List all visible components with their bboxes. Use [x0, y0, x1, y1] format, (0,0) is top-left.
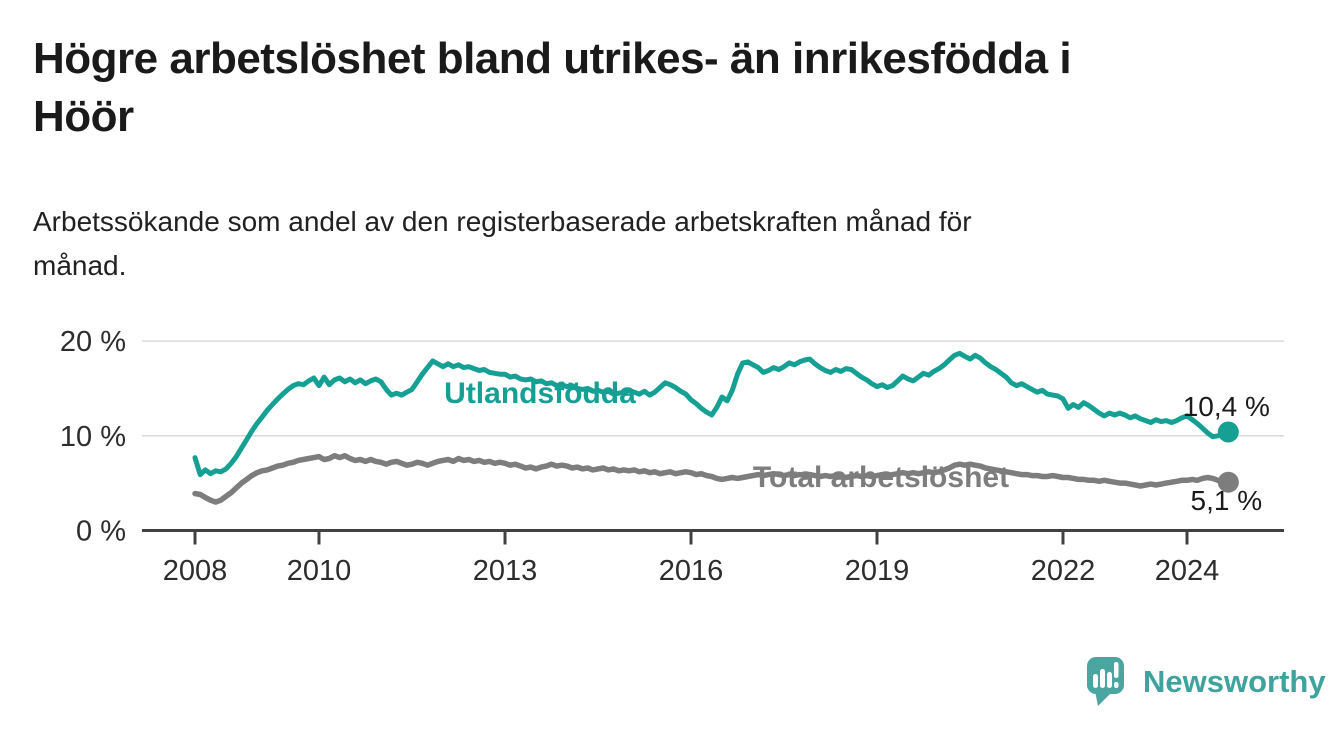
end-value-label-utlandsfodda: 10,4 % [1183, 391, 1270, 422]
x-axis-label: 2024 [1155, 555, 1220, 587]
title-line-1: Högre arbetslöshet bland utrikes- än inr… [33, 34, 1072, 83]
page-title: Högre arbetslöshet bland utrikes- än inr… [33, 30, 1313, 146]
newsworthy-speech-bubble-bar-chart-icon [1087, 657, 1124, 706]
series-label-utlandsfodda: Utlandsfödda [444, 377, 636, 410]
title-line-2: Höör [33, 92, 134, 141]
series-line-utlandsfodda [192, 350, 1231, 478]
y-axis-label: 0 % [76, 516, 126, 548]
newsworthy-wordmark: Newsworthy [1143, 664, 1326, 699]
series-label-total: Total arbetslöshet [753, 461, 1009, 494]
x-axis-label: 2013 [473, 555, 538, 587]
subtitle-line-2: månad. [33, 250, 127, 281]
series-line-total [192, 452, 1232, 505]
end-value-label-total: 5,1 % [1191, 485, 1263, 516]
x-axis-label: 2010 [287, 555, 352, 587]
x-axis-label: 2016 [659, 555, 724, 587]
chart-subtitle: Arbetssökande som andel av den registerb… [33, 200, 1273, 288]
y-axis-label: 20 % [60, 326, 126, 358]
subtitle-line-1: Arbetssökande som andel av den registerb… [33, 206, 972, 237]
x-axis-label: 2022 [1031, 555, 1096, 587]
x-axis-label: 2019 [845, 555, 910, 587]
newsworthy-branding: Newsworthy [1087, 655, 1326, 709]
x-axis-label: 2008 [163, 555, 228, 587]
series-end-dot-utlandsfodda [1217, 421, 1239, 443]
series-end-dot-total [1217, 471, 1239, 493]
y-axis-label: 10 % [60, 421, 126, 453]
